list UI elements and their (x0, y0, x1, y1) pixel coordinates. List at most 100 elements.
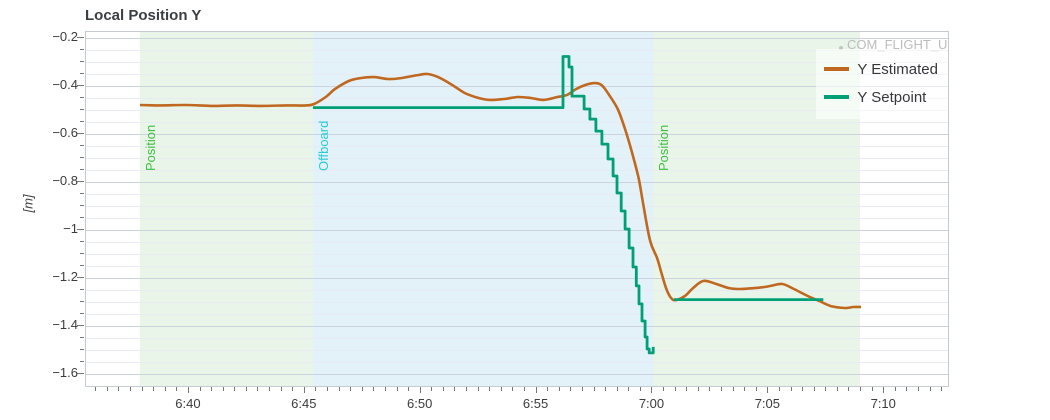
flight-mode-region (140, 32, 313, 386)
y-major-tick (77, 325, 84, 326)
y-minor-tick (80, 361, 84, 362)
x-minor-tick (802, 387, 804, 391)
y-minor-tick (80, 157, 84, 158)
x-tick-label: 6:50 (407, 396, 433, 411)
y-tick-label: −0.6 (52, 125, 78, 140)
x-minor-tick (941, 387, 943, 391)
y-major-tick (77, 277, 84, 278)
minor-gridline (86, 194, 948, 195)
x-minor-tick (164, 387, 166, 391)
major-gridline (86, 38, 948, 39)
legend-label: Y Estimated (857, 60, 938, 78)
x-minor-tick (581, 387, 583, 391)
major-gridline (86, 326, 948, 327)
x-major-tick (535, 387, 537, 393)
minor-gridline (86, 98, 948, 99)
y-minor-tick (80, 289, 84, 290)
y-minor-tick (80, 61, 84, 62)
x-minor-tick (860, 387, 862, 391)
x-minor-tick (326, 387, 328, 391)
x-tick-label: 6:45 (291, 396, 317, 411)
x-minor-tick (338, 387, 340, 391)
x-minor-tick (674, 387, 676, 391)
x-minor-tick (396, 387, 398, 391)
x-minor-tick (280, 387, 282, 391)
major-gridline (86, 278, 948, 279)
x-minor-tick (269, 387, 271, 391)
minor-gridline (86, 350, 948, 351)
minor-gridline (86, 50, 948, 51)
y-estimated-line (139, 72, 862, 310)
y-minor-tick (80, 49, 84, 50)
minor-gridline (86, 242, 948, 243)
x-tick-label: 7:00 (638, 396, 665, 411)
x-minor-tick (211, 387, 213, 391)
x-minor-tick (697, 387, 699, 391)
x-minor-tick (755, 387, 757, 391)
x-minor-tick (512, 387, 514, 391)
y-minor-tick (80, 73, 84, 74)
x-minor-tick (118, 387, 120, 391)
x-minor-tick (431, 387, 433, 391)
major-gridline (86, 86, 948, 87)
x-major-tick (767, 387, 769, 393)
x-minor-tick (176, 387, 178, 391)
x-minor-tick (547, 387, 549, 391)
legend: Y Estimated Y Setpoint (816, 49, 948, 119)
x-tick-label: 6:40 (175, 396, 201, 411)
x-minor-tick (292, 387, 294, 391)
x-minor-tick (141, 387, 143, 391)
x-minor-tick (95, 387, 97, 391)
y-major-tick (77, 37, 84, 38)
x-tick-label: 6:55 (522, 396, 549, 411)
x-major-tick (419, 387, 421, 393)
flight-mode-label: Position (143, 124, 158, 171)
x-minor-tick (836, 387, 838, 391)
y-minor-tick (80, 145, 84, 146)
x-minor-tick (523, 387, 525, 391)
x-minor-tick (257, 387, 259, 391)
minor-gridline (86, 146, 948, 147)
x-minor-tick (315, 387, 317, 391)
x-minor-tick (825, 387, 827, 391)
x-minor-tick (106, 387, 108, 391)
minor-gridline (86, 158, 948, 159)
x-minor-tick (222, 387, 224, 391)
param-change-annotation: COM_FLIGHT_U (847, 37, 948, 52)
x-minor-tick (709, 387, 711, 391)
y-setpoint-line (312, 55, 655, 355)
minor-gridline (86, 122, 948, 123)
x-minor-tick (500, 387, 502, 391)
x-minor-tick (350, 387, 352, 391)
x-major-tick (187, 387, 189, 393)
x-minor-tick (929, 387, 931, 391)
y-major-tick (77, 181, 84, 182)
x-tick-label: 7:10 (870, 396, 896, 411)
minor-gridline (86, 302, 948, 303)
legend-item-y-setpoint[interactable]: Y Setpoint (824, 83, 938, 111)
x-minor-tick (245, 387, 247, 391)
x-minor-tick (129, 387, 131, 391)
plot-canvas[interactable]: COM_FLIGHT_U Y Estimated Y Setpoint Posi… (85, 31, 949, 387)
x-minor-tick (686, 387, 688, 391)
legend-item-y-estimated[interactable]: Y Estimated (824, 55, 938, 83)
y-minor-tick (80, 217, 84, 218)
y-minor-tick (80, 109, 84, 110)
y-tick-label: −1.6 (52, 365, 78, 380)
y-major-tick (77, 133, 84, 134)
minor-gridline (86, 170, 948, 171)
major-gridline (86, 230, 948, 231)
minor-gridline (86, 74, 948, 75)
y-major-tick (77, 229, 84, 230)
y-estimated-line-swatch-icon (824, 67, 850, 71)
y-minor-tick (80, 253, 84, 254)
x-major-tick (303, 387, 305, 393)
minor-gridline (86, 62, 948, 63)
minor-gridline (86, 314, 948, 315)
minor-gridline (86, 266, 948, 267)
x-minor-tick (663, 387, 665, 391)
y-minor-tick (80, 301, 84, 302)
x-minor-tick (778, 387, 780, 391)
x-minor-tick (605, 387, 607, 391)
